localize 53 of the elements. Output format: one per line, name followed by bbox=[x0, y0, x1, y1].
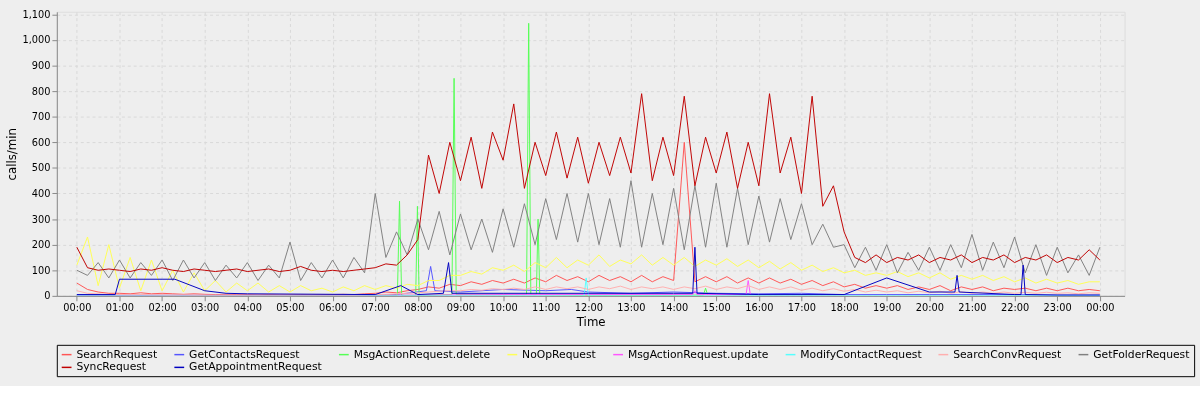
y-tick-label: 400 bbox=[31, 187, 51, 199]
x-tick-label: 12:00 bbox=[574, 302, 603, 314]
x-tick-label: 09:00 bbox=[446, 302, 476, 314]
x-tick-label: 21:00 bbox=[958, 302, 987, 314]
x-tick-label: 03:00 bbox=[191, 302, 220, 314]
x-tick-label: 08:00 bbox=[404, 302, 433, 314]
x-tick-label: 15:00 bbox=[702, 302, 731, 314]
y-tick-label: 300 bbox=[31, 213, 51, 225]
x-tick-label: 17:00 bbox=[787, 302, 817, 314]
line-series bbox=[76, 180, 1101, 281]
x-tick-label: 10:00 bbox=[489, 302, 518, 314]
x-tick-label: 23:00 bbox=[1043, 302, 1072, 314]
y-tick-label: 1,000 bbox=[22, 34, 51, 46]
x-tick-label: 16:00 bbox=[745, 302, 774, 314]
y-tick-label: 0 bbox=[44, 290, 51, 302]
x-tick-label: 00:00 bbox=[63, 302, 92, 314]
x-tick-label: 11:00 bbox=[532, 302, 561, 314]
x-tick-label: 20:00 bbox=[915, 302, 944, 314]
x-tick-label: 22:00 bbox=[1000, 302, 1030, 314]
legend-label: SearchRequest bbox=[76, 347, 158, 361]
y-tick-label: 700 bbox=[31, 111, 51, 123]
legend-label: MsgActionRequest.update bbox=[627, 347, 769, 361]
y-tick-label: 600 bbox=[31, 136, 51, 148]
x-tick-label: 05:00 bbox=[276, 302, 305, 314]
legend-label: GetAppointmentRequest bbox=[189, 360, 322, 374]
x-tick-label: 06:00 bbox=[318, 302, 348, 314]
x-tick-label: 14:00 bbox=[659, 302, 689, 314]
x-axis-title: Time bbox=[575, 314, 606, 329]
line-series bbox=[76, 246, 1101, 296]
legend-label: SyncRequest bbox=[76, 360, 147, 374]
y-tick-label: 800 bbox=[31, 85, 51, 97]
legend-label: ModifyContactRequest bbox=[800, 347, 922, 361]
y-axis-title: calls/min bbox=[4, 128, 19, 181]
x-tick-label: 00:00 bbox=[1086, 302, 1115, 314]
legend-label: MsgActionRequest.delete bbox=[353, 347, 491, 361]
x-tick-label: 01:00 bbox=[105, 302, 135, 314]
y-tick-label: 500 bbox=[31, 162, 51, 174]
x-tick-label: 19:00 bbox=[873, 302, 902, 314]
legend-label: GetContactsRequest bbox=[189, 347, 300, 361]
legend-label: SearchConvRequest bbox=[953, 347, 1062, 361]
x-tick-label: 07:00 bbox=[361, 302, 390, 314]
line-series bbox=[76, 236, 1101, 293]
x-tick-label: 02:00 bbox=[148, 302, 177, 314]
y-tick-label: 200 bbox=[31, 239, 51, 251]
y-tick-label: 100 bbox=[31, 264, 51, 276]
legend-label: GetFolderRequest bbox=[1093, 347, 1190, 361]
y-tick-label: 900 bbox=[31, 59, 51, 71]
x-tick-label: 04:00 bbox=[233, 302, 262, 314]
x-tick-label: 18:00 bbox=[830, 302, 859, 314]
y-tick-label: 1,100 bbox=[22, 8, 51, 20]
line-series bbox=[76, 93, 1101, 273]
x-tick-label: 13:00 bbox=[617, 302, 646, 314]
legend-label: NoOpRequest bbox=[522, 347, 596, 361]
